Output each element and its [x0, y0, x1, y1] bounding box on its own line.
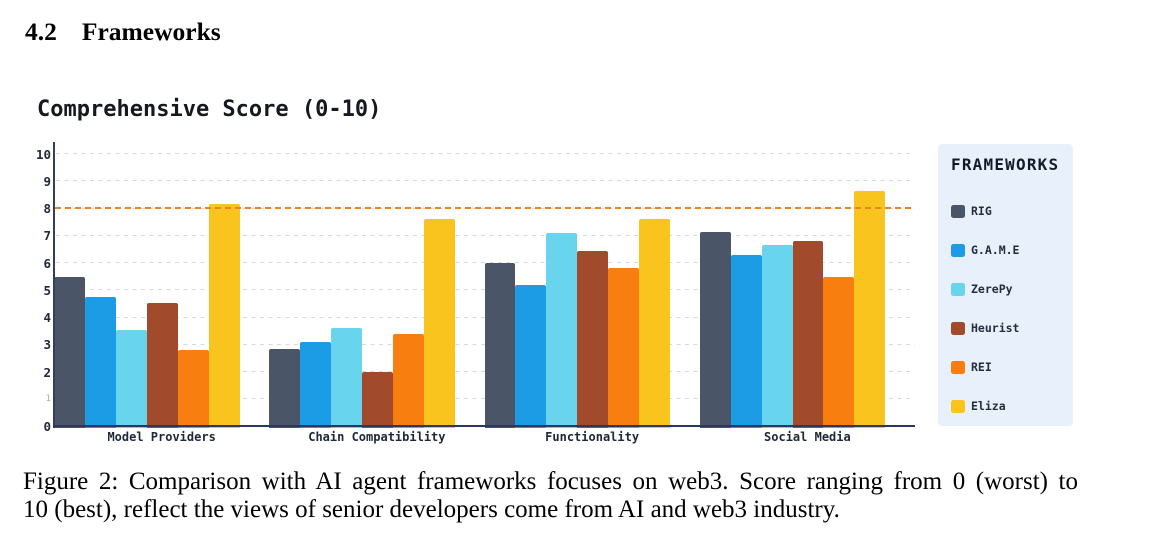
legend-label: RIG	[971, 204, 992, 219]
y-tick-label: 1	[45, 393, 51, 404]
bar-game-3	[515, 285, 546, 428]
legend-label: G.A.M.E	[971, 243, 1020, 258]
gridline	[56, 153, 915, 154]
figure-caption: Figure 2: Comparison with AI agent frame…	[23, 468, 1078, 523]
legend-swatch	[951, 243, 965, 258]
bar-heurist-4	[793, 241, 823, 428]
bar-rig-1	[54, 277, 85, 428]
bar-zerepy-1	[116, 330, 147, 428]
figure-caption-line1: Figure 2: Comparison with AI agent frame…	[23, 468, 1078, 495]
bar-eliza-1	[209, 204, 240, 428]
chart-legend: FRAMEWORKS RIG G.A.M.E ZerePy Heurist REI Eli…	[938, 144, 1073, 426]
bar-rig-4	[700, 232, 731, 428]
y-tick-label: 8	[43, 201, 51, 216]
y-tick-label: 2	[43, 364, 51, 380]
y-tick-label: 10	[35, 146, 51, 162]
legend-item-rei: REI	[938, 360, 1073, 375]
y-tick-label: 3	[43, 337, 51, 353]
bar-rei-2	[393, 334, 424, 428]
bar-rig-3	[485, 263, 515, 428]
chart-title: Comprehensive Score (0-10)	[37, 97, 382, 122]
y-tick-label: 0	[43, 419, 51, 434]
legend-swatch	[951, 204, 965, 219]
gridline	[56, 180, 915, 182]
legend-item-game: G.A.M.E	[938, 243, 1073, 258]
y-tick-label: 9	[43, 173, 51, 189]
y-tick-label: 6	[43, 255, 51, 271]
x-axis-line	[53, 425, 915, 428]
bar-rei-1	[178, 350, 209, 428]
bar-eliza-2	[424, 219, 455, 428]
legend-swatch	[951, 360, 965, 375]
bar-heurist-2	[362, 372, 393, 428]
bar-game-2	[300, 342, 331, 428]
bar-rei-3	[608, 268, 639, 428]
y-tick-label: 5	[43, 282, 51, 298]
legend-label: REI	[971, 360, 992, 375]
bar-eliza-4	[854, 191, 885, 428]
x-category-label: Model Providers	[107, 429, 216, 444]
y-axis-line	[53, 142, 55, 428]
gridline	[56, 234, 915, 236]
bar-zerepy-4	[762, 245, 793, 428]
bar-eliza-3	[639, 219, 670, 428]
legend-label: Eliza	[971, 399, 1006, 414]
bar-zerepy-3	[546, 233, 577, 428]
figure-caption-line2: 10 (best), reflect the views of senior d…	[23, 495, 840, 523]
section-number: 4.2	[25, 17, 57, 46]
legend-item-rig: RIG	[938, 204, 1073, 219]
legend-label: Heurist	[971, 321, 1020, 336]
legend-item-eliza: Eliza	[938, 399, 1073, 414]
legend-swatch	[951, 321, 965, 336]
legend-item-zerepy: ZerePy	[938, 282, 1073, 297]
section-title: Frameworks	[81, 17, 221, 46]
gridline	[56, 262, 915, 263]
bar-heurist-1	[147, 303, 178, 428]
x-category-label: Social Media	[764, 429, 851, 444]
bar-zerepy-2	[331, 328, 362, 428]
reference-line	[55, 207, 915, 209]
y-tick-label: 7	[43, 228, 51, 244]
legend-label: ZerePy	[971, 282, 1013, 297]
bar-rei-4	[823, 277, 854, 428]
x-category-label: Chain Compatibility	[308, 429, 446, 444]
legend-item-heurist: Heurist	[938, 321, 1073, 336]
x-category-label: Functionality	[545, 429, 640, 444]
bar-game-1	[85, 297, 116, 428]
legend-swatch	[951, 282, 965, 297]
bar-game-4	[731, 255, 762, 428]
legend-swatch	[951, 399, 965, 414]
y-tick-label: 4	[43, 310, 51, 325]
bar-rig-2	[269, 349, 300, 428]
legend-title: FRAMEWORKS	[951, 155, 1060, 174]
bar-heurist-3	[577, 251, 608, 428]
bar-chart-plot: Model Providers Chain Compatibility Functi…	[35, 142, 915, 444]
section-heading: 4.2 Frameworks	[25, 19, 221, 45]
